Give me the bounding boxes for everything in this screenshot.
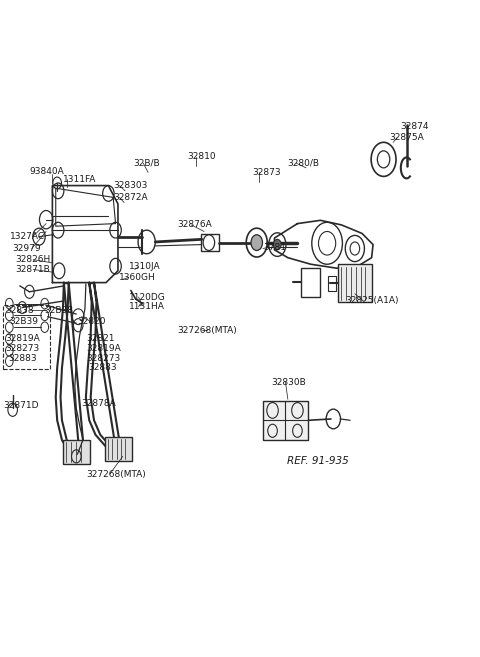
Text: 32821: 32821: [86, 334, 114, 343]
Text: 32819A: 32819A: [5, 334, 40, 343]
Text: 1311FA: 1311FA: [63, 175, 96, 183]
Text: 32B39: 32B39: [9, 317, 38, 326]
Circle shape: [251, 235, 263, 250]
Text: 32874: 32874: [400, 122, 429, 131]
Text: 32838: 32838: [5, 306, 34, 315]
Text: 32826H: 32826H: [15, 255, 50, 264]
Text: 1310JA: 1310JA: [129, 262, 161, 271]
Text: 328273: 328273: [5, 344, 40, 353]
Text: 32810: 32810: [187, 152, 216, 161]
Circle shape: [274, 239, 281, 250]
Text: REF. 91-935: REF. 91-935: [287, 456, 348, 466]
Bar: [338, 264, 372, 302]
Text: 32830B: 32830B: [271, 378, 306, 387]
Text: 327268(MTA): 327268(MTA): [86, 470, 145, 478]
Text: 1131HA: 1131HA: [129, 302, 165, 311]
Text: 3781: 3781: [263, 242, 286, 252]
Text: 32979: 32979: [12, 244, 41, 253]
Text: 93840A: 93840A: [29, 167, 64, 175]
Bar: [263, 401, 309, 440]
Bar: [201, 234, 219, 251]
Text: 32872A: 32872A: [114, 193, 148, 202]
Text: 32873: 32873: [252, 168, 281, 177]
Text: 32878A: 32878A: [81, 399, 116, 409]
Bar: [327, 276, 336, 291]
Text: 1327AC: 1327AC: [10, 231, 46, 240]
Bar: [63, 440, 90, 464]
Text: 32883: 32883: [8, 353, 36, 363]
Bar: [301, 267, 321, 297]
Text: 1360GH: 1360GH: [120, 273, 156, 282]
Text: 328303: 328303: [114, 181, 148, 190]
Text: 32B38: 32B38: [45, 306, 74, 315]
Text: 32819A: 32819A: [86, 344, 120, 353]
Text: 328273: 328273: [86, 353, 120, 363]
Text: 32876A: 32876A: [177, 220, 212, 229]
Text: 32B/B: 32B/B: [134, 159, 160, 168]
Text: 327268(MTA): 327268(MTA): [178, 326, 238, 335]
Bar: [105, 438, 132, 461]
Text: 32871D: 32871D: [3, 401, 38, 411]
Text: 32825(A1A): 32825(A1A): [345, 296, 399, 306]
Text: 1120DG: 1120DG: [129, 292, 166, 302]
Text: 32883: 32883: [88, 363, 117, 373]
Text: 32820: 32820: [77, 317, 106, 326]
Text: 32875A: 32875A: [389, 133, 424, 142]
Text: 32871B: 32871B: [15, 265, 50, 274]
Text: 3280/B: 3280/B: [287, 159, 319, 168]
Bar: [3, 305, 50, 369]
